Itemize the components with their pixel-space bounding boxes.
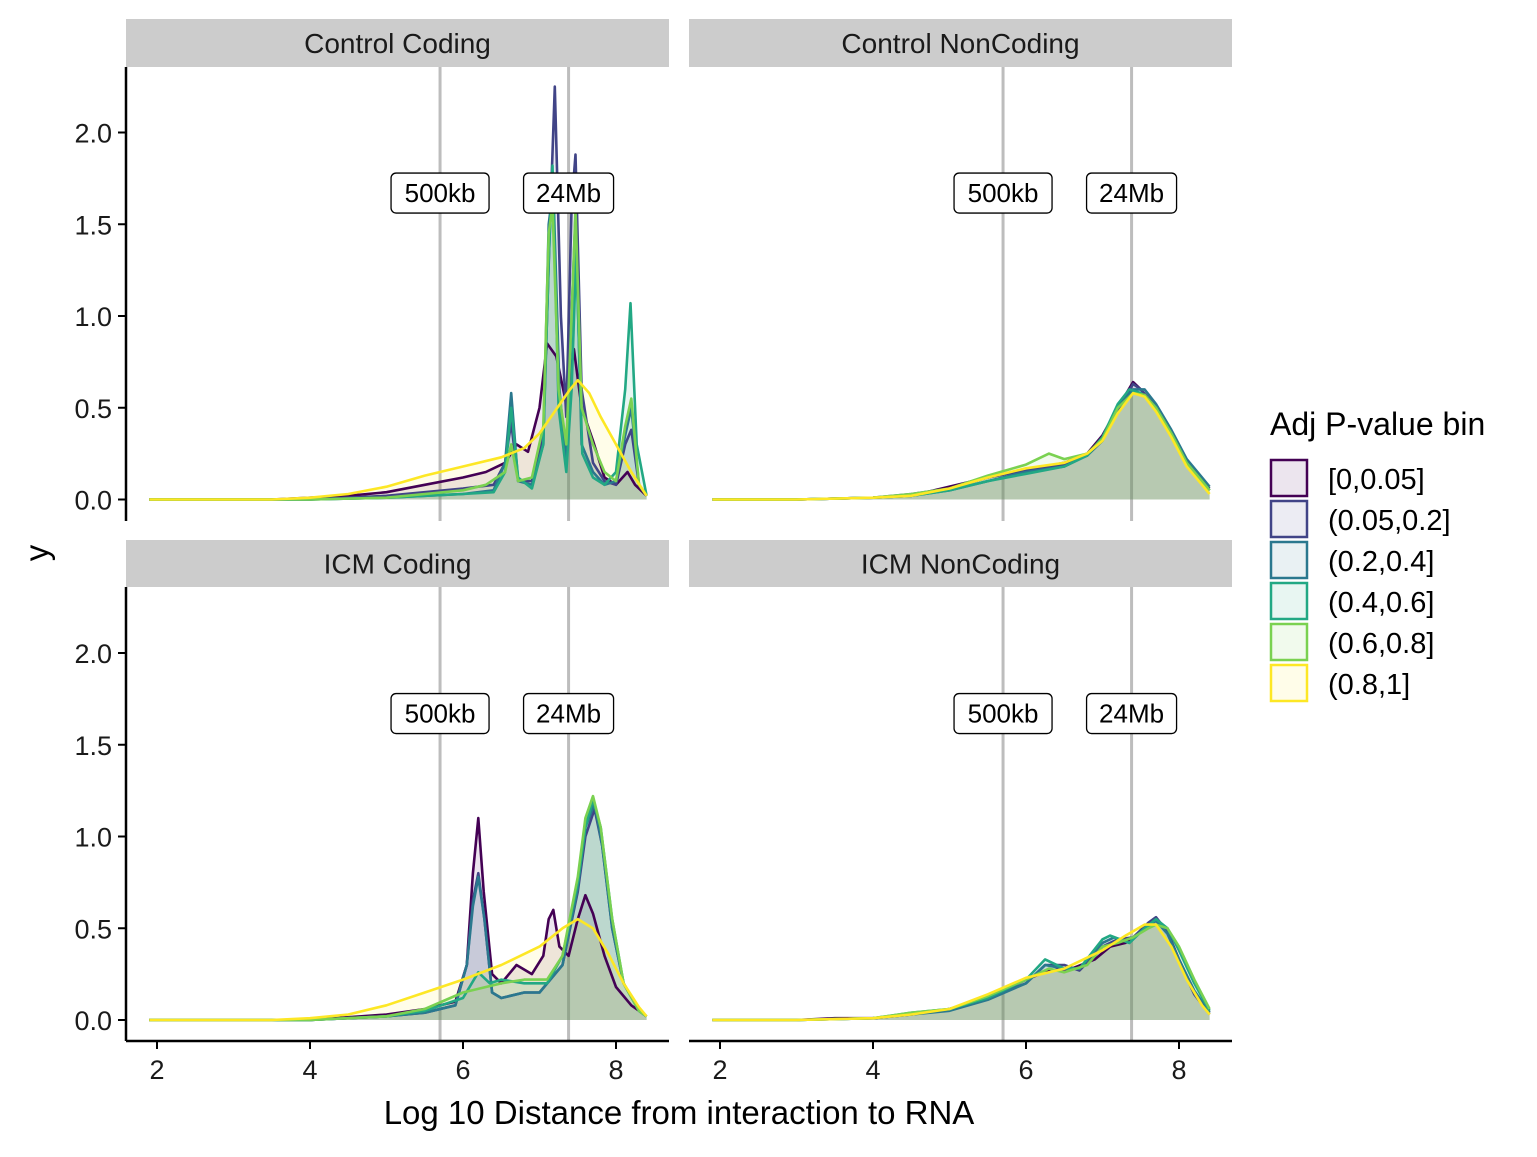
facet-icm-noncoding: ICM NonCoding 500kb 24Mb 2 4 6 8 (689, 540, 1232, 1085)
legend-item-0-4-0-6: (0.4,0.6] (1269, 581, 1434, 621)
legend-title: Adj P-value bin (1270, 406, 1485, 442)
legend: Adj P-value bin [0,0.05] (0.05,0.2] (0.2,0… (1269, 406, 1485, 703)
y-tick-label: 1.0 (74, 823, 112, 853)
density-area (712, 919, 1210, 1020)
annotation-box (522, 692, 615, 735)
annotation-label-500kb: 500kb (968, 178, 1039, 208)
density-line (712, 391, 1211, 501)
y-tick-label: 1.0 (74, 302, 112, 332)
legend-label: (0.4,0.6] (1328, 587, 1434, 619)
legend-key (1269, 581, 1309, 621)
facet-strip-label: ICM Coding (324, 549, 472, 580)
density-line (149, 917, 648, 1022)
legend-item-0-0-05: [0,0.05] (1269, 458, 1425, 498)
density-area (712, 924, 1210, 1020)
density-area (149, 919, 647, 1020)
y-tick-label: 0.0 (74, 486, 112, 516)
y-tick-label: 1.5 (74, 731, 112, 761)
facet-icm-coding: ICM Coding 500kb 24Mb 0.0 0.5 1.0 1.5 2.0 2 4 6 8 (74, 540, 669, 1085)
annotation-label-500kb: 500kb (405, 699, 476, 729)
x-axis-title: Log 10 Distance from interaction to RNA (384, 1094, 975, 1131)
x-tick-label: 6 (1018, 1055, 1033, 1085)
y-tick-label: 0.0 (74, 1006, 112, 1036)
facet-strip (689, 540, 1232, 587)
legend-item-0-8-1: (0.8,1] (1269, 663, 1410, 703)
facet-control-coding: Control Coding 500kb 24Mb 0.0 0.5 1.0 1.5 2.0 (74, 19, 669, 521)
annotation-label-24mb: 24Mb (1099, 699, 1164, 729)
density-line (712, 923, 1211, 1022)
density-area (712, 383, 1210, 500)
density-area (149, 809, 647, 1020)
density-area (149, 343, 647, 500)
x-tick-label: 2 (149, 1055, 164, 1085)
x-tick-label: 2 (712, 1055, 727, 1085)
legend-item-0-6-0-8: (0.6,0.8] (1269, 622, 1434, 662)
annotation-label-24mb: 24Mb (1099, 178, 1164, 208)
density-area (712, 917, 1210, 1020)
density-line (149, 85, 648, 501)
legend-label: [0,0.05] (1328, 464, 1425, 496)
annotation-box (1085, 172, 1178, 214)
facet-strip-label: Control Coding (304, 28, 491, 59)
legend-key (1269, 540, 1309, 580)
facet-control-noncoding: Control NonCoding 500kb 24Mb (689, 19, 1232, 521)
density-area (712, 924, 1210, 1020)
legend-items: [0,0.05] (0.05,0.2] (0.2,0.4] (0.4,0.6] (0.6… (1269, 458, 1451, 703)
legend-key (1269, 663, 1309, 703)
annotation-label-24mb: 24Mb (536, 699, 601, 729)
density-area (712, 920, 1210, 1020)
legend-key (1269, 458, 1309, 498)
legend-key (1269, 622, 1309, 662)
y-tick-label: 2.0 (74, 119, 112, 149)
facet-strip (126, 19, 669, 67)
legend-label: (0.6,0.8] (1328, 628, 1434, 660)
legend-label: (0.2,0.4] (1328, 546, 1434, 578)
annotation-box (390, 692, 490, 735)
legend-item-0-2-0-4: (0.2,0.4] (1269, 540, 1434, 580)
legend-key (1269, 499, 1309, 539)
annotation-label-500kb: 500kb (405, 178, 476, 208)
density-area (712, 919, 1210, 1020)
facet-strip-label: ICM NonCoding (861, 549, 1060, 580)
x-tick-label: 4 (865, 1055, 880, 1085)
annotation-box (953, 692, 1053, 735)
density-area (712, 382, 1210, 500)
density-area (712, 393, 1210, 500)
y-tick-label: 0.5 (74, 394, 112, 424)
facet-strip-label: Control NonCoding (841, 28, 1079, 59)
density-area (712, 389, 1210, 500)
y-tick-label: 0.5 (74, 914, 112, 944)
density-line (149, 164, 648, 501)
annotation-box (953, 172, 1053, 214)
density-line (712, 923, 1211, 1022)
density-area (712, 389, 1210, 500)
legend-label: (0.05,0.2] (1328, 505, 1451, 537)
annotation-label-500kb: 500kb (968, 699, 1039, 729)
y-axis-title: y (18, 544, 55, 561)
x-tick-label: 8 (608, 1055, 623, 1085)
density-line (149, 794, 648, 1022)
annotation-label-24mb: 24Mb (536, 178, 601, 208)
y-tick-label: 2.0 (74, 639, 112, 669)
legend-label: (0.8,1] (1328, 669, 1410, 701)
facet-strip (689, 19, 1232, 67)
density-area (149, 380, 647, 500)
annotation-box (1085, 692, 1178, 735)
x-tick-label: 6 (455, 1055, 470, 1085)
legend-item-0-05-0-2: (0.05,0.2] (1269, 499, 1451, 539)
density-area (712, 393, 1210, 500)
density-line (149, 378, 648, 501)
annotation-box (522, 172, 615, 214)
x-tick-label: 4 (302, 1055, 317, 1085)
y-tick-label: 1.5 (74, 210, 112, 240)
facet-strip (126, 540, 669, 587)
x-tick-label: 8 (1171, 1055, 1186, 1085)
annotation-box (390, 172, 490, 214)
